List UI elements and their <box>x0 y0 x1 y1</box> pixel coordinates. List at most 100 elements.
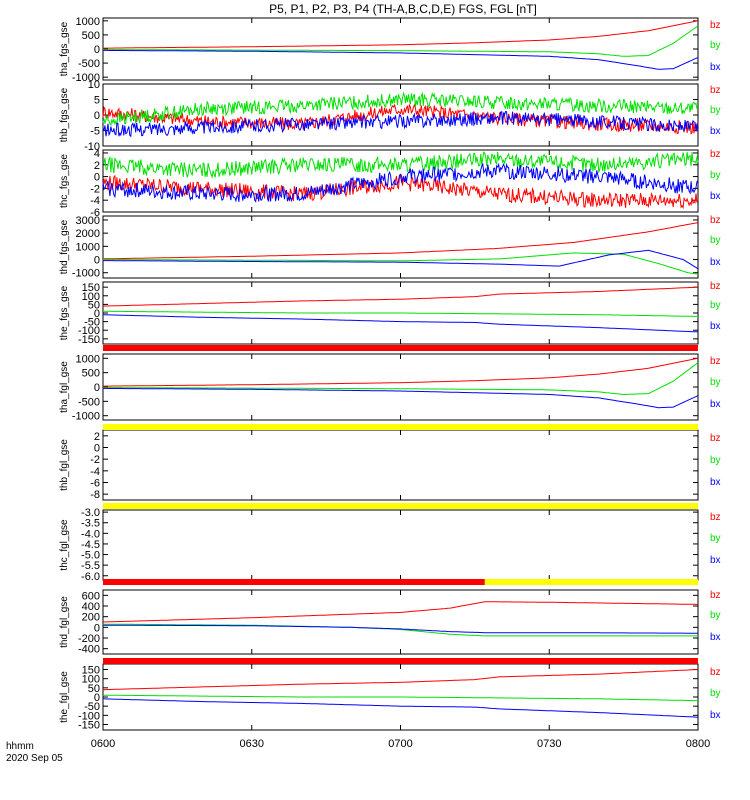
y-axis-label: tha_fgs_gse <box>59 21 70 76</box>
y-tick-label: -10 <box>84 141 100 153</box>
legend-bx: bx <box>710 477 721 488</box>
y-tick-label: 50 <box>88 299 100 311</box>
series-by <box>103 310 698 317</box>
y-tick-label: -2 <box>90 454 100 466</box>
x-tick-label: 0800 <box>686 738 710 750</box>
y-tick-label: -3.5 <box>81 518 100 530</box>
x-axis: 0600 0630 0700 0730 0800 <box>91 738 710 750</box>
series-by <box>103 25 699 57</box>
panel-frame <box>102 509 699 581</box>
legend-bz: bz <box>710 149 721 160</box>
y-tick-label: -5.5 <box>81 560 100 572</box>
legend-bz: bz <box>710 590 721 601</box>
legend-by: by <box>710 40 721 51</box>
legend-bz: bz <box>710 215 721 226</box>
series-by <box>103 694 699 702</box>
legend-bx: bx <box>710 62 721 73</box>
x-tick-label: 0730 <box>537 738 561 750</box>
panel-frame <box>102 149 699 213</box>
y-axis-label: the_fgs_gse <box>59 285 70 340</box>
series-by <box>102 623 698 637</box>
series-bx <box>102 314 699 333</box>
y-tick-label: 1000 <box>76 16 100 28</box>
legend-bz: bz <box>710 281 721 292</box>
y-tick-label: 0 <box>94 622 100 634</box>
footer-date: 2020 Sep 05 <box>6 753 63 764</box>
legend-bz: bz <box>710 85 721 96</box>
y-tick-label: 500 <box>82 30 100 42</box>
y-tick-label: 10 <box>88 79 100 91</box>
status-bar <box>103 503 698 509</box>
series-bx <box>103 624 698 634</box>
y-tick-label: 0 <box>94 308 100 320</box>
y-tick-label: 500 <box>82 368 100 380</box>
y-tick-label: 150 <box>82 282 100 294</box>
legend-bz: bz <box>710 20 721 31</box>
y-axis-label: thc_fgl_gse <box>59 519 70 571</box>
y-tick-label: -1000 <box>72 72 100 84</box>
legend-bx: bx <box>710 191 721 202</box>
y-tick-label: -6.0 <box>81 571 100 583</box>
y-tick-label: -100 <box>78 710 100 722</box>
y-tick-label: -1000 <box>72 268 100 280</box>
panel-frame <box>102 589 699 655</box>
y-tick-label: 3000 <box>76 215 100 227</box>
legend-by: by <box>710 105 721 116</box>
legend-by: by <box>710 455 721 466</box>
panel-frame <box>102 353 699 421</box>
y-tick-label: -6 <box>90 478 100 490</box>
series-by <box>103 252 699 275</box>
y-tick-label: 100 <box>82 291 100 303</box>
legend-by: by <box>710 170 721 181</box>
y-tick-label: -400 <box>78 644 100 656</box>
legend-bx: bx <box>710 555 721 566</box>
y-axis-label: thd_fgl_gse <box>59 596 70 648</box>
series-bz <box>102 222 699 260</box>
status-bar <box>103 424 698 430</box>
series-bz <box>102 103 699 135</box>
y-tick-label: 5 <box>94 95 100 107</box>
y-tick-label: 2 <box>94 431 100 443</box>
y-tick-label: -3.0 <box>81 507 100 519</box>
y-tick-label: 0 <box>94 255 100 267</box>
y-tick-label: 1000 <box>76 241 100 253</box>
series-bx <box>102 698 699 718</box>
panel-frame <box>102 17 699 81</box>
y-tick-label: -150 <box>78 334 100 346</box>
y-tick-label: -1000 <box>72 411 100 423</box>
panel-frame <box>102 215 699 279</box>
x-tick-label: 0600 <box>91 738 115 750</box>
y-tick-label: 150 <box>82 665 100 677</box>
series-bx <box>103 49 699 70</box>
legend-bz: bz <box>710 433 721 444</box>
y-axis-label: thc_fgs_gse <box>59 154 70 208</box>
legend-bx: bx <box>710 399 721 410</box>
y-tick-label: -4 <box>90 195 100 207</box>
y-tick-label: 0 <box>94 382 100 394</box>
status-bar <box>103 579 485 585</box>
status-bar <box>103 345 698 351</box>
footer-hhmm: hhmm <box>6 741 34 752</box>
y-tick-label: 200 <box>82 612 100 624</box>
series-bz <box>102 20 699 49</box>
series-bz <box>102 173 699 210</box>
series-bz <box>102 669 699 691</box>
legend-bx: bx <box>710 710 721 721</box>
legend-bx: bx <box>710 126 721 137</box>
legend-by: by <box>710 235 721 246</box>
series-by <box>103 362 699 396</box>
y-tick-label: 600 <box>82 590 100 602</box>
y-axis-label: thd_fgs_gse <box>59 219 70 274</box>
series-bz <box>102 286 699 307</box>
panel-thc_fgl_gse: -3.0-3.5-4.0-4.5-5.0-5.5-6.0thc_fgl_gseb… <box>59 503 721 583</box>
series-bz <box>103 357 699 387</box>
y-axis-label: thb_fgs_gse <box>59 87 70 142</box>
y-tick-label: -100 <box>78 325 100 337</box>
y-axis-label: thb_fgl_gse <box>59 439 70 491</box>
y-tick-label: -50 <box>84 317 100 329</box>
